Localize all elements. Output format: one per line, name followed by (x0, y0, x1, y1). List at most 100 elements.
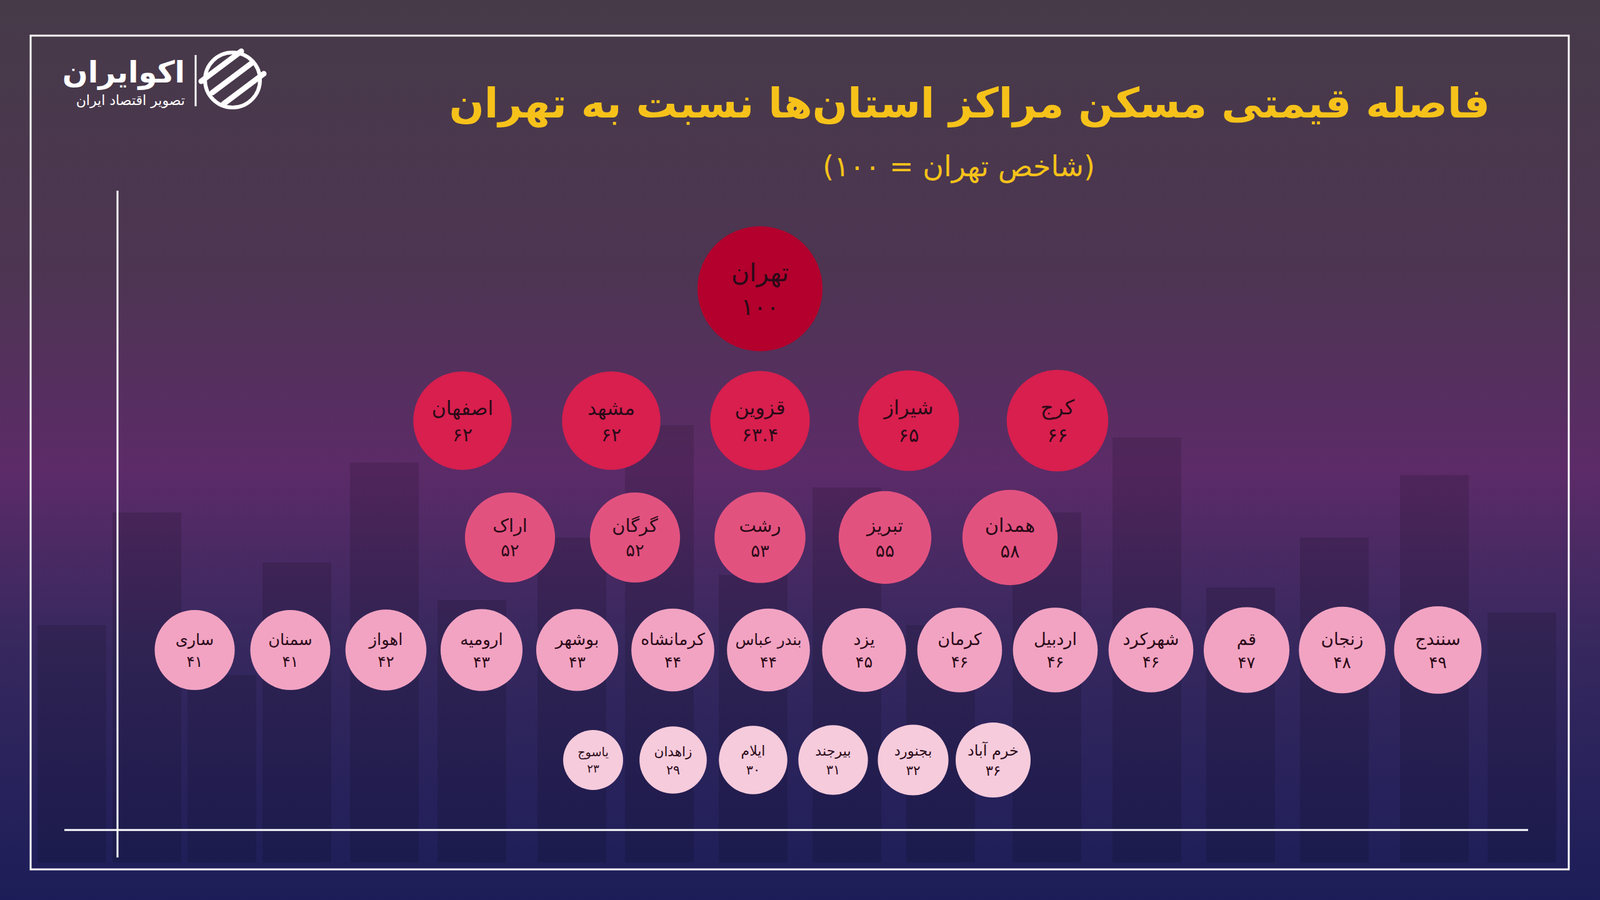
category-label: شهرکرد (1122, 629, 1179, 650)
bubble (726, 608, 810, 692)
building (37, 625, 107, 863)
brand: اکوایران (62, 54, 185, 90)
bubble (962, 490, 1058, 585)
category-label: شیراز (882, 395, 934, 420)
category-label: اراک (492, 515, 528, 537)
bubble (718, 725, 788, 795)
category-label: اهواز (368, 630, 404, 650)
bubble (1013, 607, 1099, 693)
category-label: کرمان (937, 629, 982, 650)
bubble (1394, 606, 1482, 694)
brand-tagline: تصویر اقتصاد ایران (76, 92, 185, 109)
bubble (561, 371, 660, 470)
data-label: ۶۵ (898, 424, 920, 447)
bubble (955, 722, 1031, 798)
category-label: همدان (985, 514, 1035, 537)
category-label: ایلام (741, 743, 766, 759)
data-label: ۶۳.۴ (741, 423, 779, 446)
logo-separator (195, 55, 197, 107)
bubble (858, 370, 959, 471)
bubble (798, 725, 868, 795)
bubble (465, 492, 555, 583)
category-label: یزد (853, 629, 875, 650)
bubble (1006, 370, 1109, 472)
bubble (714, 491, 806, 584)
data-label: ۵۸ (1000, 540, 1020, 562)
category-label: قزوین (734, 395, 785, 420)
category-label: خرم آباد (967, 741, 1019, 760)
chart: فاصله قیمتی مسکن مراکز استان‌ها نسبت به … (0, 0, 1600, 900)
category-label: تبریز (865, 514, 904, 537)
bubble (1298, 606, 1386, 694)
category-label: یاسوج (577, 745, 609, 760)
bubble (877, 724, 949, 795)
category-label: زنجان (1321, 628, 1364, 650)
bubble (154, 610, 235, 690)
bubble (563, 730, 624, 790)
bubble (697, 226, 823, 352)
data-label: ۴۵ (855, 652, 873, 672)
data-label: ۵۲ (625, 540, 644, 560)
bubble (838, 491, 932, 584)
category-label: کرج (1040, 395, 1075, 420)
bubble (1203, 606, 1290, 693)
bubble (536, 608, 619, 691)
category-label: اصفهان (431, 396, 494, 420)
skyline (37, 425, 1557, 863)
data-label: ۴۴ (664, 653, 682, 672)
data-label: ۴۳ (473, 653, 490, 672)
data-label: ۲۳ (586, 761, 600, 775)
data-label: ۳۱ (826, 761, 841, 778)
category-label: ساری (175, 630, 215, 649)
data-label: ۵۲ (500, 540, 519, 560)
data-label: ۵۳ (750, 540, 770, 562)
data-label: ۳۲ (905, 762, 920, 779)
bubble (345, 609, 427, 691)
logo-stripe (223, 73, 264, 104)
data-label: ۶۶ (1046, 423, 1068, 447)
category-label: قم (1236, 629, 1257, 650)
data-label: ۶۲ (601, 423, 622, 446)
category-label: سمنان (268, 630, 313, 649)
data-label: ۱۰۰ (740, 293, 779, 321)
category-label: بیرجند (815, 742, 851, 759)
data-label: ۴۶ (1142, 652, 1160, 672)
building (262, 562, 332, 863)
background (0, 0, 1600, 900)
category-label: کرمانشاه (640, 629, 705, 650)
data-label: ۴۱ (281, 652, 299, 671)
data-label: ۴۷ (1238, 653, 1256, 672)
category-label: بوشهر (554, 630, 599, 650)
data-label: ۴۲ (377, 652, 394, 671)
bubble (710, 370, 810, 470)
bubble (413, 371, 512, 470)
category-label: بندر عباس (735, 630, 802, 649)
data-label: ۲۹ (666, 762, 680, 778)
data-label: ۶۲ (452, 423, 473, 446)
data-label: ۴۶ (951, 652, 969, 672)
guide-line (64, 829, 1529, 832)
building (1487, 612, 1557, 863)
category-label: گرگان (611, 515, 659, 537)
category-label: بجنورد (894, 742, 932, 760)
data-label: ۴۳ (568, 653, 586, 672)
data-label: ۴۶ (1046, 652, 1065, 672)
bubble (631, 608, 715, 692)
category-label: سنندج (1415, 628, 1461, 650)
category-label: رشت (738, 515, 781, 537)
data-label: ۳۶ (985, 762, 1002, 779)
bubble (250, 610, 330, 690)
bubble (639, 726, 707, 794)
building (112, 512, 182, 863)
category-label: اردبیل (1033, 629, 1077, 650)
category-label: مشهد (587, 396, 635, 420)
data-label: ۴۱ (186, 652, 203, 671)
frame (30, 35, 1569, 870)
category-label: ارومیه (460, 630, 504, 650)
building (537, 537, 607, 863)
bubble (917, 607, 1003, 693)
data-label: ۴۴ (760, 653, 777, 672)
building (1300, 537, 1369, 863)
logo: اکوایران تصویر اقتصاد ایران (62, 51, 264, 109)
bubble (821, 608, 906, 692)
